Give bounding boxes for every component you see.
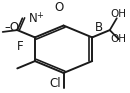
Text: O: O: [54, 1, 64, 14]
Text: F: F: [16, 40, 23, 53]
Text: –O: –O: [5, 21, 20, 34]
Text: B: B: [95, 21, 103, 34]
Text: N: N: [29, 12, 38, 25]
Text: Cl: Cl: [50, 77, 61, 90]
Text: OH: OH: [111, 34, 127, 44]
Text: OH: OH: [111, 9, 127, 19]
Text: +: +: [36, 11, 43, 20]
